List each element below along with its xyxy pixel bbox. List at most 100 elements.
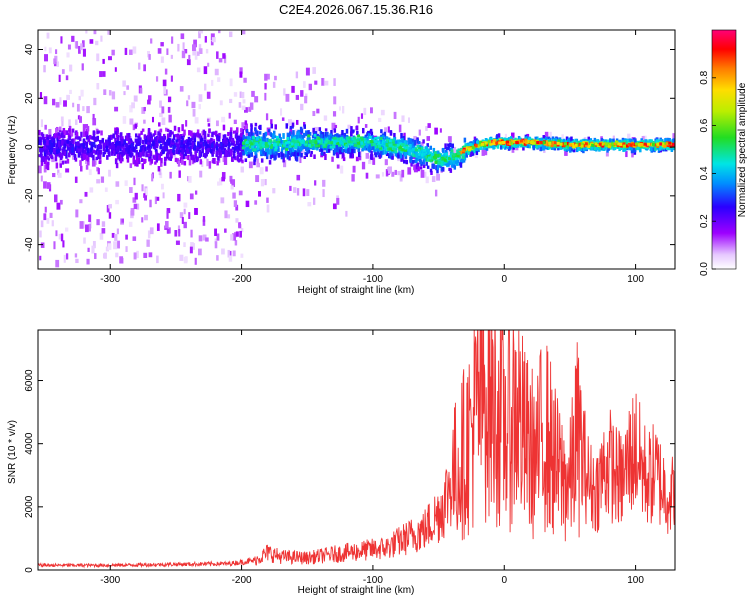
spectrogram-cell: [108, 145, 112, 150]
spectrogram-cell: [332, 149, 336, 156]
spectrogram-cell: [285, 93, 290, 102]
spectrogram-cell: [662, 148, 665, 152]
spectrogram-cell: [119, 132, 123, 138]
spectrogram-cell: [597, 144, 601, 148]
spectrogram-cell: [402, 151, 406, 155]
spectrogram-cell: [465, 146, 469, 150]
spectrogram-cell: [186, 100, 189, 107]
spectrogram-cell: [310, 150, 313, 155]
spectrogram-cell: [367, 146, 371, 152]
spectrogram-cell: [59, 199, 63, 205]
spectrogram-cell: [39, 140, 43, 146]
spectrogram-cell: [288, 147, 292, 154]
spectrogram-cell: [68, 119, 71, 128]
spectrogram-cell: [171, 138, 175, 143]
spectrogram-cell: [278, 133, 281, 139]
spectrogram-cell: [372, 142, 376, 146]
spectrogram-cell: [39, 255, 42, 261]
spectrogram-cell: [444, 143, 447, 150]
spectrogram-cell: [250, 125, 253, 130]
spectrogram-cell: [407, 117, 411, 123]
spectrogram-cell: [186, 143, 189, 148]
spectrogram-cell: [126, 153, 129, 160]
spectrogram-cell: [125, 246, 128, 252]
spectrogram-cell: [463, 155, 467, 161]
spectrogram-cell: [284, 141, 288, 145]
spectrogram-cell: [659, 138, 663, 143]
spectrogram-cell: [148, 252, 153, 258]
spectrogram-cell: [345, 136, 349, 140]
spectrogram-cell: [150, 137, 154, 143]
spectrogram-cell: [219, 100, 223, 106]
spectrogram-cell: [386, 140, 390, 144]
spectrogram-cell: [415, 153, 419, 157]
spectrogram-cell: [77, 136, 80, 140]
spectrogram-cell: [216, 135, 219, 140]
spectrogram-cell: [170, 54, 173, 59]
spectrogram-cell: [617, 142, 621, 146]
spectrogram-cell: [357, 134, 361, 138]
spectrogram-cell: [610, 142, 614, 146]
spectrogram-cell: [120, 145, 124, 149]
spectrogram-cell: [283, 160, 287, 168]
snr-xlabel: Height of straight line (km): [298, 585, 415, 596]
spectrogram-cell: [532, 145, 536, 151]
spectrogram-cell: [114, 137, 117, 144]
spectrogram-cell: [230, 185, 234, 190]
spectrogram-cell: [224, 143, 228, 148]
spectrogram-cell: [42, 148, 45, 152]
spectrogram-cell: [74, 176, 78, 183]
spectrogram-cell: [48, 134, 52, 140]
spectrogram-cell: [440, 163, 444, 167]
spectrogram-cell: [474, 138, 477, 144]
spectrogram-cell: [254, 129, 258, 135]
spectrogram-cell: [231, 179, 236, 187]
spectrogram-cell: [161, 146, 165, 152]
spectrogram-cell: [365, 153, 370, 159]
spectrogram-cell: [264, 148, 268, 154]
spectrogram-cell: [271, 149, 274, 155]
spectrogram-cell: [208, 161, 212, 169]
spectrogram-cell: [96, 135, 99, 142]
spectrogram-cell: [96, 130, 100, 134]
spectrogram-cell: [88, 223, 91, 232]
spectrogram-cell: [58, 152, 62, 158]
spectrogram-cell: [495, 135, 499, 139]
spectrogram-cell: [463, 137, 467, 143]
spectrogram-cell: [144, 146, 147, 152]
spectrogram-cell: [148, 156, 151, 162]
spectrogram-cell: [252, 139, 256, 143]
spectrogram-cell: [43, 164, 47, 173]
spectrogram-cell: [384, 146, 388, 150]
spectrogram-cell: [207, 145, 210, 149]
spectrogram-cell: [428, 156, 432, 160]
spectrogram-cell: [403, 144, 406, 149]
spectrogram-cell: [206, 158, 209, 167]
spectrogram-cell: [191, 135, 194, 141]
spectrogram-cell: [347, 147, 350, 154]
spectrogram-cell: [426, 148, 430, 154]
spectrogram-cell: [68, 128, 71, 132]
spectrogram-cell: [198, 235, 203, 242]
spectrogram-cell: [55, 230, 58, 237]
spectrogram-cell: [334, 133, 337, 138]
spectrogram-cell: [245, 141, 249, 145]
spectrogram-cell: [94, 136, 97, 143]
spectrogram-cell: [331, 122, 336, 130]
spectrogram-cell: [322, 179, 326, 187]
spectrogram-cell: [318, 127, 322, 132]
spectrogram-cell: [198, 31, 201, 39]
spectrogram-cell: [269, 132, 273, 136]
spectrogram-cell: [298, 149, 301, 156]
spectrogram-cell: [85, 164, 89, 170]
spectrogram-cell: [95, 156, 98, 161]
spectrogram-cell: [46, 146, 49, 150]
spectrogram-cell: [169, 156, 173, 161]
spectrogram-cell: [147, 99, 151, 105]
spectrogram-cell: [102, 58, 105, 64]
spectrogram-cell: [504, 140, 508, 144]
spectrogram-cell: [188, 159, 192, 166]
spectrogram-cell: [94, 144, 97, 149]
spectrogram-cell: [428, 151, 432, 155]
